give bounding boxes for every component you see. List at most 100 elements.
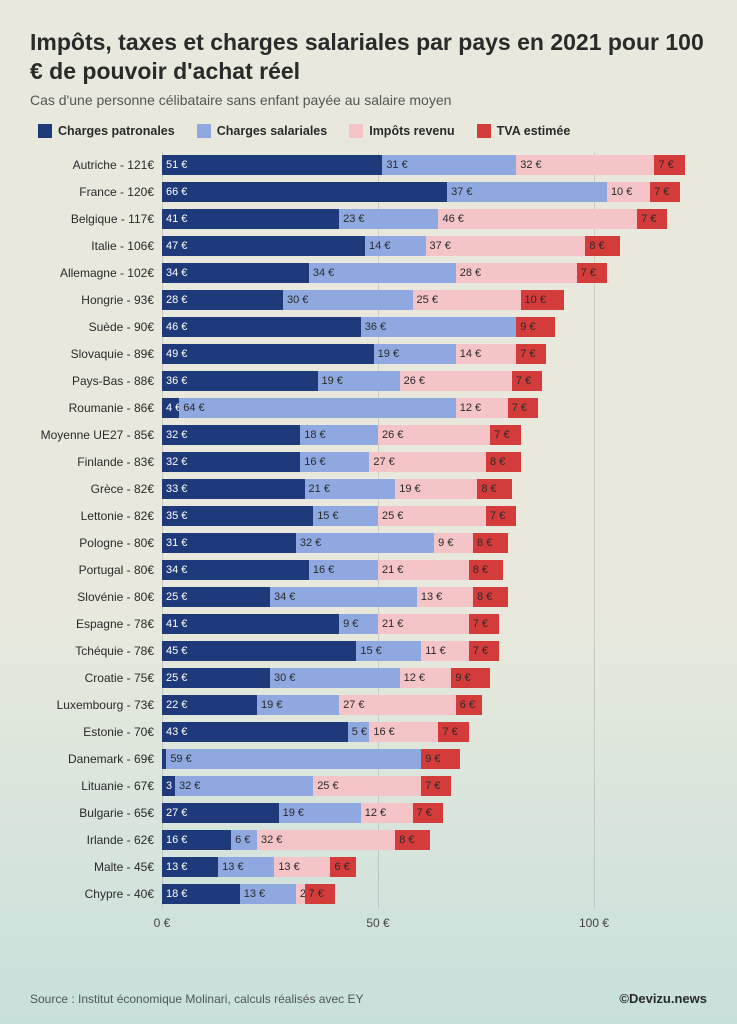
- bar-segment: 6 €: [456, 695, 482, 715]
- bar-row: Allemagne - 102€34 €34 €28 €7 €: [162, 260, 707, 287]
- credit-text: ©Devizu.news: [619, 991, 707, 1006]
- bar-segment: 14 €: [365, 236, 425, 256]
- bar-segment: 9 €: [451, 668, 490, 688]
- bar-segment: 7 €: [486, 506, 516, 526]
- row-label: Grèce - 82€: [30, 482, 158, 496]
- bar-track: 16 €6 €32 €8 €: [162, 830, 430, 850]
- bar-track: 46 €36 €9 €: [162, 317, 555, 337]
- bar-row: Lituanie - 67€3 €32 €25 €7 €: [162, 773, 707, 800]
- bar-track: 45 €15 €11 €7 €: [162, 641, 499, 661]
- legend-label: Charges salariales: [217, 124, 328, 138]
- bar-segment: 34 €: [162, 263, 309, 283]
- row-label: Pologne - 80€: [30, 536, 158, 550]
- bar-segment: 21 €: [378, 560, 469, 580]
- bar-track: 18 €13 €2 €7 €: [162, 884, 335, 904]
- bar-rows: Autriche - 121€51 €31 €32 €7 €France - 1…: [162, 152, 707, 908]
- bar-segment: 12 €: [456, 398, 508, 418]
- bar-segment: 9 €: [421, 749, 460, 769]
- bar-track: 47 €14 €37 €8 €: [162, 236, 620, 256]
- bar-segment: 47 €: [162, 236, 365, 256]
- bar-segment: 3 €: [162, 776, 175, 796]
- bar-segment: 64 €: [179, 398, 455, 418]
- bar-segment: 22 €: [162, 695, 257, 715]
- bar-row: Italie - 106€47 €14 €37 €8 €: [162, 233, 707, 260]
- bar-segment: 8 €: [585, 236, 620, 256]
- x-tick-label: 100 €: [579, 916, 609, 930]
- bar-segment: 25 €: [162, 587, 270, 607]
- bar-row: Belgique - 117€41 €23 €46 €7 €: [162, 206, 707, 233]
- row-label: Bulgarie - 65€: [30, 806, 158, 820]
- bar-track: 4 €64 €12 €7 €: [162, 398, 538, 418]
- bar-segment: 33 €: [162, 479, 305, 499]
- bar-row: Luxembourg - 73€22 €19 €27 €6 €: [162, 692, 707, 719]
- bar-segment: 7 €: [516, 344, 546, 364]
- chart-subtitle: Cas d'une personne célibataire sans enfa…: [30, 92, 707, 108]
- bar-segment: 34 €: [270, 587, 417, 607]
- bar-segment: 15 €: [313, 506, 378, 526]
- bar-track: 66 €37 €10 €7 €: [162, 182, 680, 202]
- bar-row: Moyenne UE27 - 85€32 €18 €26 €7 €: [162, 422, 707, 449]
- bar-segment: 34 €: [162, 560, 309, 580]
- bar-segment: 36 €: [162, 371, 318, 391]
- bar-segment: 18 €: [162, 884, 240, 904]
- x-tick-label: 0 €: [154, 916, 171, 930]
- bar-track: 49 €19 €14 €7 €: [162, 344, 546, 364]
- row-label: Moyenne UE27 - 85€: [30, 428, 158, 442]
- bar-row: Slovaquie - 89€49 €19 €14 €7 €: [162, 341, 707, 368]
- legend-label: Charges patronales: [58, 124, 175, 138]
- row-label: Lituanie - 67€: [30, 779, 158, 793]
- legend-item: Charges patronales: [38, 124, 175, 138]
- bar-segment: 9 €: [434, 533, 473, 553]
- bar-segment: 25 €: [313, 776, 421, 796]
- bar-segment: 6 €: [330, 857, 356, 877]
- bar-segment: 36 €: [361, 317, 517, 337]
- bar-track: 35 €15 €25 €7 €: [162, 506, 516, 526]
- bar-segment: 13 €: [162, 857, 218, 877]
- bar-segment: 37 €: [447, 182, 607, 202]
- bar-track: 22 €19 €27 €6 €: [162, 695, 482, 715]
- bar-segment: 31 €: [162, 533, 296, 553]
- bar-segment: 6 €: [231, 830, 257, 850]
- bar-segment: 7 €: [469, 614, 499, 634]
- bar-segment: 11 €: [421, 641, 469, 661]
- bar-segment: 13 €: [218, 857, 274, 877]
- legend-label: TVA estimée: [497, 124, 571, 138]
- bar-segment: 30 €: [283, 290, 413, 310]
- bar-segment: 27 €: [369, 452, 486, 472]
- legend-item: Impôts revenu: [349, 124, 454, 138]
- row-label: Danemark - 69€: [30, 752, 158, 766]
- bar-segment: 7 €: [508, 398, 538, 418]
- bar-track: 34 €16 €21 €8 €: [162, 560, 503, 580]
- row-label: Suède - 90€: [30, 320, 158, 334]
- row-label: Finlande - 83€: [30, 455, 158, 469]
- row-label: Espagne - 78€: [30, 617, 158, 631]
- row-label: Croatie - 75€: [30, 671, 158, 685]
- bar-segment: 7 €: [438, 722, 468, 742]
- bar-track: 33 €21 €19 €8 €: [162, 479, 512, 499]
- bar-segment: 12 €: [361, 803, 413, 823]
- bar-track: 25 €30 €12 €9 €: [162, 668, 490, 688]
- row-label: Lettonie - 82€: [30, 509, 158, 523]
- bar-track: 27 €19 €12 €7 €: [162, 803, 443, 823]
- bar-segment: 43 €: [162, 722, 348, 742]
- source-text: Source : Institut économique Molinari, c…: [30, 992, 364, 1006]
- bar-row: Tchéquie - 78€45 €15 €11 €7 €: [162, 638, 707, 665]
- bar-row: Roumanie - 86€4 €64 €12 €7 €: [162, 395, 707, 422]
- row-label: Tchéquie - 78€: [30, 644, 158, 658]
- bar-track: 32 €18 €26 €7 €: [162, 425, 521, 445]
- bar-track: 28 €30 €25 €10 €: [162, 290, 564, 310]
- bar-segment: 27 €: [162, 803, 279, 823]
- bar-row: Estonie - 70€43 €5 €16 €7 €: [162, 719, 707, 746]
- bar-segment: 49 €: [162, 344, 374, 364]
- bar-row: Grèce - 82€33 €21 €19 €8 €: [162, 476, 707, 503]
- bar-segment: 19 €: [318, 371, 400, 391]
- bar-segment: 7 €: [512, 371, 542, 391]
- bar-track: 43 €5 €16 €7 €: [162, 722, 469, 742]
- bar-segment: 26 €: [400, 371, 512, 391]
- bar-segment: 16 €: [369, 722, 438, 742]
- bar-segment: 16 €: [309, 560, 378, 580]
- legend-swatch: [477, 124, 491, 138]
- bar-segment: 7 €: [650, 182, 680, 202]
- row-label: Hongrie - 93€: [30, 293, 158, 307]
- bar-track: 51 €31 €32 €7 €: [162, 155, 685, 175]
